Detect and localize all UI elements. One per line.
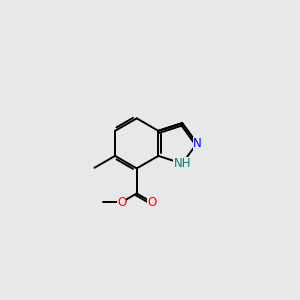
Text: O: O <box>147 196 156 209</box>
Text: NH: NH <box>173 157 191 170</box>
Text: O: O <box>117 196 126 209</box>
Text: N: N <box>193 137 201 150</box>
